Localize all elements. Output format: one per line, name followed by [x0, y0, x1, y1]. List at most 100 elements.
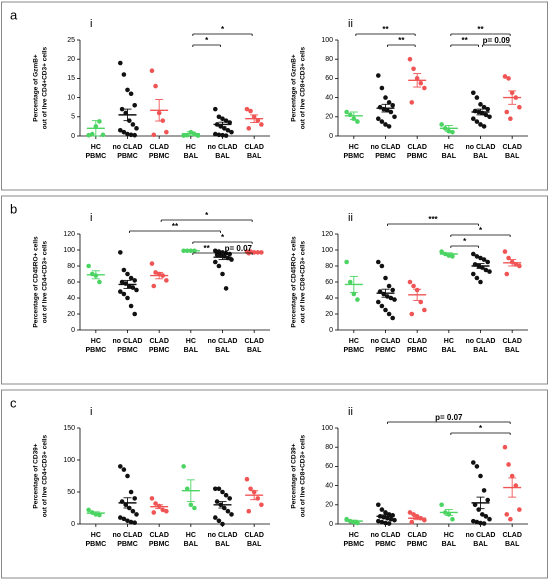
significance-label: *** — [428, 215, 438, 224]
data-point — [439, 502, 444, 508]
x-tick-label: PBMC — [375, 153, 396, 160]
data-point — [216, 486, 222, 492]
y-tick-label: 100 — [321, 247, 333, 254]
data-point — [132, 132, 137, 138]
data-point — [411, 66, 416, 72]
x-tick-label: PBMC — [149, 541, 170, 548]
data-point — [483, 514, 489, 519]
x-tick-label: no CLAD — [466, 144, 496, 151]
data-point — [213, 259, 218, 265]
data-point — [134, 287, 139, 293]
x-tick-label: CLAD — [502, 144, 521, 151]
data-point — [121, 467, 127, 472]
data-point — [480, 512, 485, 517]
data-point — [379, 519, 385, 525]
data-point — [472, 502, 478, 508]
x-tick-label: HC — [349, 532, 359, 539]
data-point — [86, 132, 91, 138]
x-tick-label: BAL — [473, 153, 488, 160]
x-tick-label: PBMC — [149, 347, 170, 354]
y-axis-label: Percentage of CD45RO+ cells — [33, 236, 40, 328]
data-point — [344, 516, 349, 522]
x-tick-label: BAL — [184, 347, 199, 354]
sub-label: ii — [348, 212, 353, 224]
data-point — [347, 279, 353, 285]
data-point — [149, 496, 155, 501]
data-point — [390, 102, 396, 108]
y-tick-label: 60 — [325, 279, 333, 286]
x-tick-label: CLAD — [502, 338, 521, 345]
data-point — [123, 502, 128, 508]
data-point — [119, 106, 125, 112]
data-point — [259, 122, 264, 127]
panel-box — [1, 389, 548, 579]
x-tick-label: HC — [349, 338, 359, 345]
data-point — [517, 104, 522, 110]
data-point — [376, 259, 381, 265]
x-tick-label: no CLAD — [208, 338, 238, 345]
data-point — [229, 257, 234, 262]
data-point — [121, 72, 127, 77]
data-point — [471, 518, 476, 524]
x-tick-label: PBMC — [86, 347, 107, 354]
data-point — [502, 444, 508, 450]
data-point — [86, 263, 91, 269]
data-point — [422, 307, 427, 313]
x-tick-label: no CLAD — [113, 532, 143, 539]
data-point — [132, 311, 137, 317]
data-point — [220, 132, 225, 138]
data-point — [483, 112, 489, 118]
data-point — [379, 119, 385, 124]
data-point — [386, 512, 392, 517]
y-tick-label: 100 — [63, 247, 75, 254]
x-tick-label: BAL — [247, 153, 262, 160]
x-tick-label: BAL — [473, 541, 488, 548]
y-tick-label: 50 — [67, 489, 75, 496]
x-tick-label: HC — [444, 338, 454, 345]
data-point — [259, 502, 264, 508]
significance-label: ** — [204, 244, 211, 253]
data-point — [223, 133, 229, 138]
y-tick-label: 20 — [325, 311, 333, 318]
y-tick-label: 20 — [67, 56, 75, 63]
data-point — [386, 100, 392, 105]
data-point — [123, 110, 128, 116]
data-point — [388, 109, 394, 115]
y-tick-label: 40 — [325, 482, 333, 489]
data-point — [385, 107, 390, 113]
x-tick-label: PBMC — [117, 347, 138, 354]
sub-label: i — [90, 212, 92, 224]
y-tick-label: 120 — [63, 231, 75, 238]
data-point — [383, 307, 388, 313]
data-point — [227, 496, 232, 501]
y-tick-label: 15 — [67, 75, 75, 82]
significance-label: ** — [398, 36, 405, 45]
data-point — [121, 129, 127, 135]
data-point — [128, 489, 134, 495]
x-tick-label: BAL — [184, 541, 199, 548]
x-tick-label: CLAD — [407, 338, 426, 345]
data-point — [386, 283, 392, 289]
data-point — [134, 512, 139, 517]
data-point — [388, 295, 394, 301]
data-point — [450, 129, 455, 135]
data-point — [125, 271, 130, 277]
data-point — [407, 279, 413, 285]
data-point — [214, 252, 220, 258]
data-point — [128, 91, 134, 97]
data-point — [149, 68, 155, 74]
data-point — [471, 460, 476, 465]
panel-label: c — [10, 395, 17, 410]
x-tick-label: BAL — [473, 347, 488, 354]
data-point — [508, 516, 513, 522]
data-point — [439, 122, 444, 127]
x-tick-label: PBMC — [86, 153, 107, 160]
data-point — [439, 249, 444, 254]
data-point — [487, 114, 492, 120]
x-tick-label: PBMC — [407, 541, 428, 548]
x-tick-label: PBMC — [117, 541, 138, 548]
data-point — [184, 486, 190, 492]
data-point — [481, 488, 487, 493]
x-tick-label: CLAD — [244, 144, 263, 151]
